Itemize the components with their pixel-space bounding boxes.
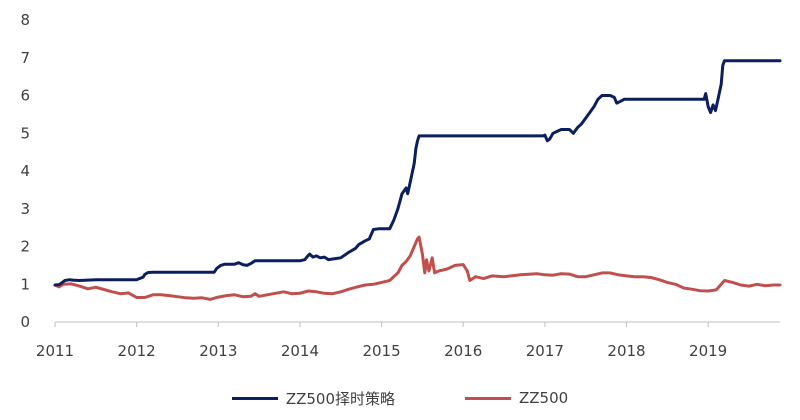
y-tick-label: 4 bbox=[20, 162, 30, 180]
y-tick-label: 5 bbox=[20, 124, 30, 142]
y-tick-label: 7 bbox=[20, 49, 30, 67]
y-axis-ticks: 0 1 2 3 4 5 6 7 8 bbox=[20, 11, 30, 331]
series-group bbox=[53, 59, 782, 301]
y-tick-label: 6 bbox=[20, 87, 30, 105]
legend-swatch-strategy bbox=[231, 396, 278, 400]
series-line-strategy bbox=[53, 59, 782, 287]
x-tick-label: 2016 bbox=[444, 342, 482, 360]
y-tick-label: 0 bbox=[20, 313, 30, 331]
legend-label-zz500: ZZ500 bbox=[519, 389, 569, 407]
x-tick-label: 2011 bbox=[36, 342, 74, 360]
x-tick-label: 2013 bbox=[199, 342, 237, 360]
y-tick-label: 1 bbox=[20, 275, 30, 293]
y-tick-label: 3 bbox=[20, 200, 30, 218]
x-axis-ticks: 2011 2012 2013 2014 2015 2016 2017 2018 2019 bbox=[36, 322, 727, 360]
legend-label-strategy: ZZ500择时策略 bbox=[285, 389, 395, 408]
legend-swatch-zz500 bbox=[465, 396, 511, 400]
legend-item-zz500: ZZ500 bbox=[465, 389, 568, 407]
x-tick-label: 2015 bbox=[362, 342, 400, 360]
legend: ZZ500择时策略 ZZ500 bbox=[0, 386, 800, 410]
x-tick-label: 2012 bbox=[118, 342, 156, 360]
x-tick-label: 2018 bbox=[607, 342, 645, 360]
y-tick-label: 2 bbox=[20, 238, 30, 256]
legend-item-strategy: ZZ500择时策略 bbox=[231, 388, 395, 409]
series-line-zz500 bbox=[53, 235, 782, 301]
y-tick-label: 8 bbox=[20, 11, 30, 29]
x-tick-label: 2017 bbox=[526, 342, 564, 360]
x-tick-label: 2014 bbox=[281, 342, 319, 360]
x-tick-label: 2019 bbox=[689, 342, 727, 360]
